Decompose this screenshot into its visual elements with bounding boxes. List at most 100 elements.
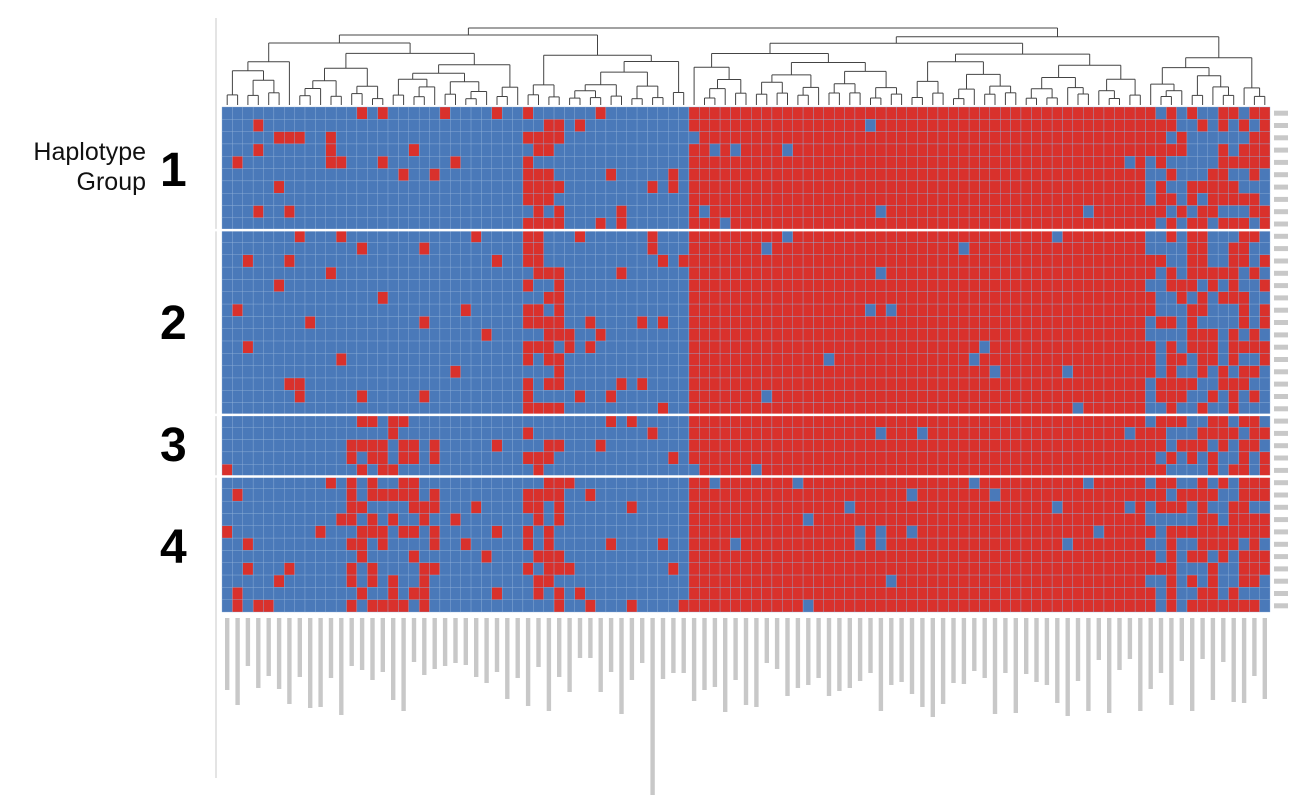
heatmap-cell <box>1103 525 1115 539</box>
heatmap-cell <box>605 451 617 465</box>
heatmap-cell <box>543 402 555 416</box>
heatmap-cell <box>688 562 700 576</box>
heatmap-cell <box>1217 439 1229 453</box>
heatmap-cell <box>367 599 378 613</box>
heatmap-cell <box>304 316 316 329</box>
heatmap-cell <box>1103 377 1115 391</box>
heatmap-cell <box>948 266 959 280</box>
heatmap-cell <box>1197 340 1208 354</box>
heatmap-cell <box>1228 205 1240 219</box>
heatmap-cell <box>1217 451 1229 465</box>
heatmap-cell <box>584 402 596 416</box>
heatmap-cell <box>917 205 928 219</box>
heatmap-cell <box>460 291 472 305</box>
heatmap-cell <box>1062 414 1074 428</box>
heatmap-cell <box>896 193 908 206</box>
heatmap-cell <box>792 513 804 526</box>
heatmap-cell <box>470 537 482 551</box>
heatmap-cell <box>367 156 378 169</box>
heatmap-cell <box>1093 143 1105 157</box>
heatmap-cell <box>595 488 607 502</box>
heatmap-cell <box>616 464 627 477</box>
heatmap-cell <box>294 500 306 514</box>
heatmap-cell <box>346 500 358 514</box>
heatmap-cell <box>1000 119 1011 132</box>
heatmap-cell <box>989 525 1001 539</box>
heatmap-cell <box>1010 365 1022 379</box>
heatmap-cell <box>927 353 939 366</box>
column-label-mark <box>484 618 489 683</box>
row-label-mark <box>1274 233 1288 239</box>
heatmap-cell <box>1041 156 1053 169</box>
heatmap-cell <box>1207 500 1219 514</box>
heatmap-cell <box>1062 266 1074 280</box>
heatmap-cell <box>232 439 243 453</box>
heatmap-cell <box>574 500 586 514</box>
heatmap-cell <box>958 340 970 354</box>
heatmap-cell <box>398 205 409 219</box>
column-label-mark <box>909 618 915 694</box>
heatmap-cell <box>1197 599 1208 613</box>
heatmap-cell <box>730 550 741 563</box>
heatmap-cell <box>709 303 721 317</box>
heatmap-cell <box>346 131 358 145</box>
heatmap-cell <box>688 119 700 132</box>
heatmap-cell <box>1083 291 1094 305</box>
heatmap-cell <box>875 525 887 539</box>
heatmap-cell <box>989 476 1001 490</box>
heatmap-cell <box>294 427 306 440</box>
heatmap-cell <box>522 599 534 613</box>
heatmap-cell <box>1114 476 1125 490</box>
heatmap-cell <box>367 119 378 132</box>
heatmap-cell <box>761 168 773 182</box>
heatmap-cell <box>1124 242 1136 255</box>
heatmap-cell <box>854 266 866 280</box>
heatmap-cell <box>968 143 980 157</box>
heatmap-cell <box>1020 365 1032 379</box>
heatmap-cell <box>937 550 949 563</box>
heatmap-cell <box>377 106 389 120</box>
heatmap-cell <box>335 377 347 391</box>
heatmap-cell <box>221 414 233 428</box>
heatmap-cell <box>584 279 596 292</box>
heatmap-cell <box>346 513 358 526</box>
heatmap-cell <box>1051 550 1063 563</box>
heatmap-cell <box>1124 562 1136 576</box>
heatmap-cell <box>1259 143 1271 157</box>
heatmap-cell <box>989 587 1001 600</box>
heatmap-cell <box>481 340 492 354</box>
heatmap-cell <box>896 537 908 551</box>
heatmap-cell <box>367 476 378 490</box>
heatmap-cell <box>719 119 731 132</box>
heatmap-cell <box>1186 599 1198 613</box>
heatmap-cell <box>491 156 503 169</box>
heatmap-cell <box>221 562 233 576</box>
heatmap-cell <box>771 574 783 588</box>
heatmap-cell <box>636 279 648 292</box>
heatmap-cell <box>512 229 524 243</box>
heatmap-cell <box>668 599 679 613</box>
heatmap-cell <box>1072 143 1084 157</box>
heatmap-cell <box>844 353 856 366</box>
heatmap-cell <box>1259 156 1271 169</box>
heatmap-cell <box>574 439 586 453</box>
heatmap-cell <box>1197 439 1208 453</box>
column-label-mark <box>245 618 251 666</box>
heatmap-cell <box>335 353 347 366</box>
heatmap-cell <box>844 266 856 280</box>
heatmap-cell <box>678 439 690 453</box>
heatmap-cell <box>1062 217 1074 231</box>
heatmap-cell <box>252 316 264 329</box>
heatmap-cell <box>367 205 378 219</box>
heatmap-cell <box>460 525 472 539</box>
heatmap-cell <box>1093 291 1105 305</box>
heatmap-cell <box>979 402 991 416</box>
heatmap-cell <box>367 328 378 342</box>
heatmap-cell <box>512 550 524 563</box>
heatmap-cell <box>543 587 555 600</box>
heatmap-cell <box>989 168 1001 182</box>
heatmap-cell <box>356 106 368 120</box>
heatmap-cell <box>263 131 275 145</box>
heatmap-cell <box>252 451 264 465</box>
group-axis-title: Haplotype Group <box>0 137 146 197</box>
